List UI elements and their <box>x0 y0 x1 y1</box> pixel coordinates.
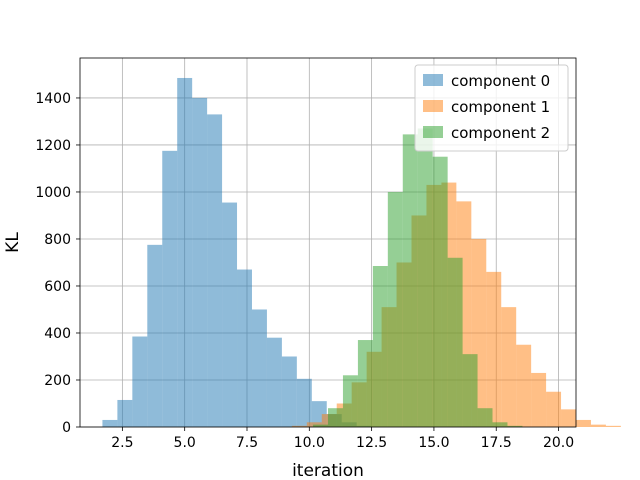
histogram-bar <box>486 271 502 427</box>
y-tick-label: 800 <box>44 232 71 248</box>
x-tick-label: 12.5 <box>356 435 387 451</box>
x-tick-label: 20.0 <box>543 435 574 451</box>
histogram-bar <box>117 399 133 427</box>
x-axis-label: iteration <box>292 461 364 480</box>
histogram-bar <box>222 202 238 427</box>
histogram-bar <box>477 408 493 427</box>
x-tick-label: 7.5 <box>236 435 258 451</box>
histogram-bar <box>207 114 223 427</box>
histogram-bar <box>462 354 478 427</box>
legend-swatch <box>423 100 443 112</box>
y-tick-label: 1200 <box>35 138 71 154</box>
histogram-bar <box>387 191 403 427</box>
histogram-bar <box>590 424 606 427</box>
histogram-bar <box>531 372 547 427</box>
histogram-bar <box>132 336 148 427</box>
y-tick-label: 200 <box>44 373 71 389</box>
histogram-bars <box>102 77 621 427</box>
series-2-bars <box>313 128 523 427</box>
y-tick-label: 600 <box>44 279 71 295</box>
y-tick-label: 1000 <box>35 185 71 201</box>
histogram-bar <box>281 356 297 427</box>
histogram-bar <box>417 128 433 427</box>
histogram-bar <box>432 156 448 427</box>
legend-swatch <box>423 74 443 86</box>
y-tick-label: 1400 <box>35 91 71 107</box>
y-axis-ticks: 0 200 400 600 800 1000 1200 1400 <box>35 91 80 436</box>
histogram-bar <box>237 269 252 427</box>
histogram-bar <box>102 419 118 427</box>
legend-label: component 0 <box>451 72 550 90</box>
histogram-bar <box>546 391 562 427</box>
y-axis-label: KL <box>3 232 23 253</box>
y-tick-label: 0 <box>62 420 71 436</box>
series-0-bars <box>102 77 372 427</box>
y-tick-label: 400 <box>44 326 71 342</box>
x-axis-ticks: 2.5 5.0 7.5 10.0 12.5 15.0 17.5 20.0 <box>111 427 574 451</box>
histogram-bar <box>328 408 343 427</box>
histogram-bar <box>192 97 208 427</box>
histogram-bar <box>342 375 358 427</box>
histogram-bar <box>291 425 307 427</box>
histogram-bar <box>296 378 312 427</box>
histogram-bar <box>372 266 388 427</box>
histogram-bar <box>162 150 178 427</box>
histogram-bar <box>501 307 517 427</box>
legend-swatch <box>423 126 443 138</box>
legend-label: component 2 <box>451 124 550 142</box>
histogram-bar <box>357 340 373 427</box>
x-tick-label: 15.0 <box>418 435 449 451</box>
histogram-bar <box>266 337 282 427</box>
histogram-bar <box>516 344 532 427</box>
x-tick-label: 2.5 <box>111 435 133 451</box>
legend: component 0 component 1 component 2 <box>414 64 569 152</box>
legend-label: component 1 <box>451 98 550 116</box>
x-tick-label: 5.0 <box>174 435 196 451</box>
histogram-bar <box>177 77 193 427</box>
histogram-bar <box>147 244 163 427</box>
histogram-bar <box>313 424 328 427</box>
histogram-bar <box>492 422 508 427</box>
histogram-bar <box>402 134 418 427</box>
plot-frame <box>79 57 577 428</box>
histogram-bar <box>447 257 463 427</box>
histogram-bar <box>507 425 523 427</box>
histogram-bar <box>576 419 591 427</box>
histogram-bar <box>605 425 621 427</box>
x-tick-label: 10.0 <box>294 435 325 451</box>
legend-box <box>414 64 569 152</box>
histogram-bar <box>251 309 267 427</box>
histogram-bar <box>561 409 576 427</box>
x-tick-label: 17.5 <box>481 435 512 451</box>
